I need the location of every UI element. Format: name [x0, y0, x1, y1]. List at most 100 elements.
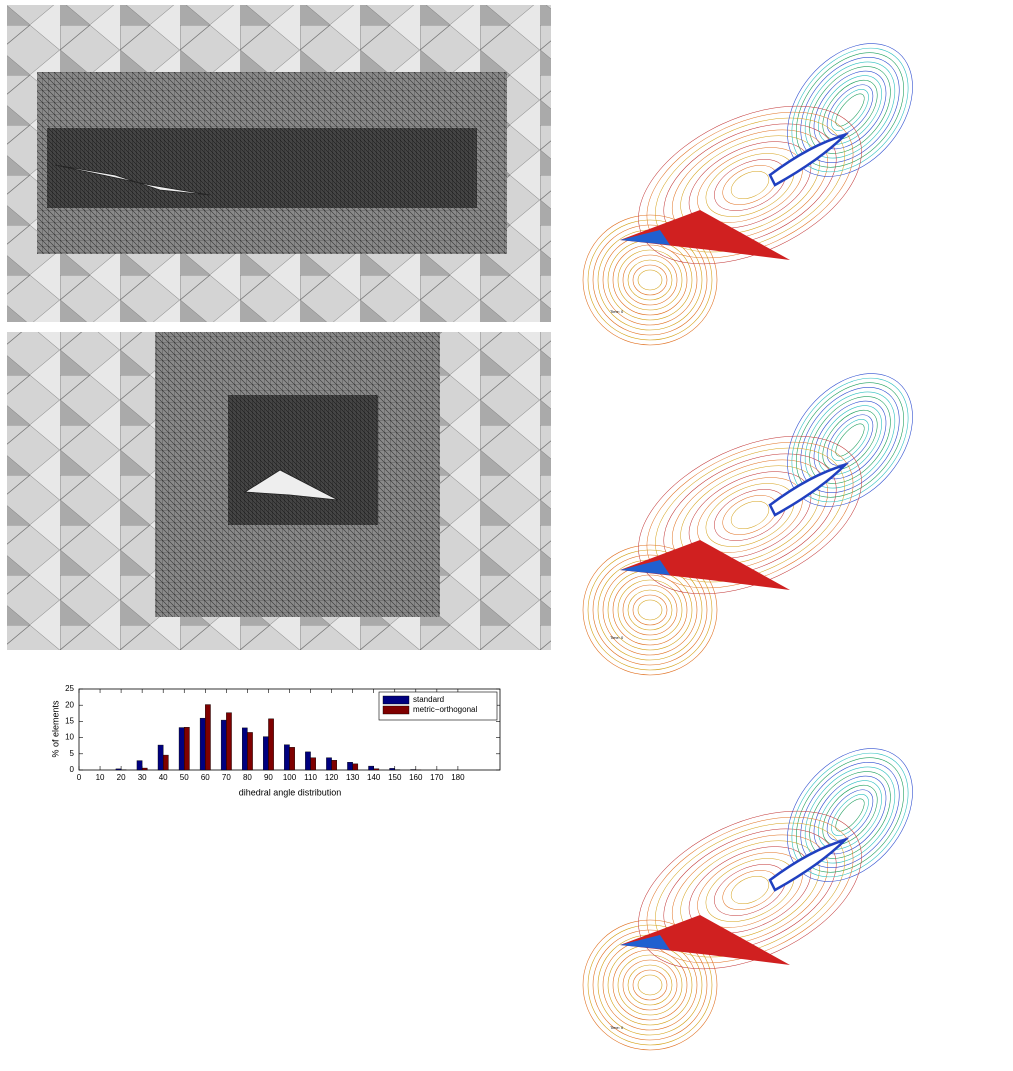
x-axis-label: dihedral angle distribution	[239, 787, 342, 797]
x-tick-label: 90	[264, 773, 273, 782]
contour	[623, 585, 677, 635]
legend-swatch	[383, 706, 409, 714]
legend-label: standard	[413, 695, 444, 704]
contour	[696, 141, 804, 230]
bar	[200, 718, 205, 770]
x-tick-label: 170	[430, 773, 444, 782]
bar	[179, 728, 184, 770]
bar	[326, 758, 331, 770]
x-tick-label: 80	[243, 773, 252, 782]
bar	[374, 769, 379, 770]
bar	[242, 728, 247, 770]
x-tick-label: 60	[201, 773, 210, 782]
contour	[727, 871, 773, 910]
bar	[221, 720, 226, 770]
y-tick-label: 0	[70, 765, 75, 774]
contour	[717, 862, 784, 917]
contour	[613, 575, 687, 645]
contour	[603, 565, 697, 655]
y-axis-label: % of elements	[50, 700, 60, 758]
contour	[628, 965, 672, 1005]
contour	[628, 590, 672, 630]
panel-label: Time: 0	[610, 635, 624, 640]
x-tick-label: 20	[117, 773, 126, 782]
bar	[311, 758, 316, 770]
contour	[825, 83, 876, 137]
bar	[347, 762, 352, 770]
x-tick-label: 110	[304, 773, 317, 782]
bar	[305, 752, 310, 770]
bar	[142, 768, 147, 770]
contour	[696, 846, 804, 935]
y-tick-label: 25	[65, 684, 74, 693]
y-tick-label: 10	[65, 733, 74, 742]
contour	[618, 250, 682, 310]
contour	[825, 413, 876, 467]
contour	[727, 496, 773, 535]
contour	[638, 600, 662, 620]
x-tick-label: 150	[388, 773, 402, 782]
x-tick-label: 160	[409, 773, 423, 782]
contour	[614, 779, 886, 1001]
bar	[268, 719, 273, 770]
contour	[717, 487, 784, 542]
panel-label: Time: 0	[610, 1025, 624, 1030]
bar	[137, 761, 142, 770]
contour	[638, 975, 662, 995]
panel-label: Time: 0	[610, 309, 624, 314]
bar	[390, 768, 395, 770]
mesh-panel-middle	[7, 332, 551, 650]
legend-swatch	[383, 696, 409, 704]
x-tick-label: 70	[222, 773, 231, 782]
bar	[116, 769, 121, 770]
contour	[614, 74, 886, 296]
contour	[812, 70, 888, 149]
contour	[613, 950, 687, 1020]
y-tick-label: 20	[65, 700, 74, 709]
contour	[618, 580, 682, 640]
legend-label: metric−orthogonal	[413, 705, 477, 714]
contour	[614, 404, 886, 626]
bar	[290, 747, 295, 770]
contour	[727, 166, 773, 205]
contour	[812, 400, 888, 479]
x-tick-label: 40	[159, 773, 168, 782]
bar	[369, 766, 374, 770]
contour	[623, 255, 677, 305]
contour	[628, 260, 672, 300]
x-tick-label: 180	[451, 773, 465, 782]
contour	[831, 795, 869, 836]
mesh-panel-top	[7, 5, 551, 322]
contour	[831, 420, 869, 461]
y-tick-label: 15	[65, 717, 74, 726]
bar	[353, 764, 358, 770]
bar	[332, 760, 337, 770]
contour	[638, 270, 662, 290]
contour-panels	[583, 19, 938, 1050]
contour	[825, 788, 876, 842]
x-tick-label: 10	[96, 773, 105, 782]
bar	[158, 745, 163, 770]
y-tick-label: 5	[70, 749, 75, 758]
x-tick-label: 0	[77, 773, 82, 782]
bar	[263, 737, 268, 770]
bar	[226, 713, 231, 770]
contour	[696, 471, 804, 560]
contour	[831, 90, 869, 131]
contour	[623, 960, 677, 1010]
contour	[608, 945, 692, 1025]
bar	[184, 727, 189, 770]
x-tick-label: 50	[180, 773, 189, 782]
bar	[284, 745, 289, 770]
x-tick-label: 130	[346, 773, 360, 782]
bar	[247, 732, 252, 770]
contour	[717, 157, 784, 212]
x-tick-label: 30	[138, 773, 147, 782]
contour	[603, 940, 697, 1030]
bar	[205, 705, 210, 770]
contour	[613, 245, 687, 315]
x-tick-label: 100	[283, 773, 297, 782]
bar	[163, 755, 168, 770]
